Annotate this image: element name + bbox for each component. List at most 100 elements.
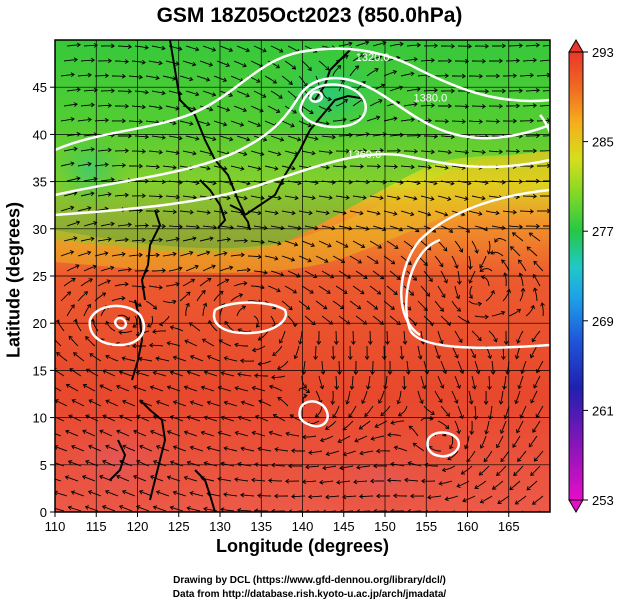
streamline (189, 322, 201, 332)
streamline-arrowhead (277, 195, 282, 201)
streamline (384, 375, 388, 390)
streamline-arrowhead (186, 506, 191, 511)
streamline (148, 105, 163, 109)
streamline-arrowhead (158, 194, 164, 199)
streamline (224, 357, 238, 362)
streamline-arrowhead (234, 430, 239, 436)
streamline-arrowhead (319, 479, 324, 485)
streamline (88, 490, 102, 497)
streamline (202, 303, 207, 317)
streamline-arrowhead (75, 220, 81, 225)
streamline-arrowhead (229, 265, 234, 271)
streamline (167, 342, 181, 347)
streamline-arrowhead (444, 73, 450, 79)
streamline (234, 343, 248, 347)
streamline (508, 225, 523, 228)
credit-line-data: Data from http://database.rish.kyoto-u.a… (172, 589, 447, 600)
x-tick-label: 125 (168, 519, 190, 534)
streamline-arrowhead (70, 116, 75, 122)
streamline-arrowhead (178, 135, 183, 141)
streamline (114, 194, 129, 197)
streamline (457, 405, 463, 419)
streamline-arrowhead (532, 273, 537, 279)
streamline-arrowhead (430, 149, 436, 155)
x-axis-label: Longitude (degrees) (215, 536, 389, 556)
streamline (236, 269, 251, 272)
streamline-arrowhead (396, 148, 402, 154)
streamline-arrowhead (413, 57, 418, 62)
streamline (488, 240, 491, 255)
streamline-arrowhead (456, 384, 461, 390)
streamline (156, 357, 170, 362)
streamline-arrowhead (430, 103, 436, 108)
streamline-arrowhead (428, 277, 433, 283)
streamline-arrowhead (158, 149, 163, 155)
streamline (117, 268, 132, 272)
streamline (496, 435, 504, 448)
streamline (518, 259, 527, 272)
streamline (305, 465, 320, 468)
streamline-arrowhead (535, 42, 541, 48)
streamline (369, 99, 383, 107)
streamline (400, 119, 415, 122)
streamline-arrowhead (121, 118, 127, 124)
streamline-arrowhead (419, 399, 424, 405)
streamline (207, 446, 221, 452)
streamline (332, 300, 344, 310)
streamline (349, 255, 362, 264)
streamline (539, 59, 550, 62)
streamline-arrowhead (546, 163, 550, 169)
streamline-arrowhead (329, 274, 335, 279)
streamline (216, 105, 230, 111)
streamline (497, 495, 510, 504)
streamline (182, 150, 197, 155)
streamline (85, 336, 96, 347)
streamline-arrowhead (481, 149, 486, 155)
streamline-arrowhead (139, 444, 144, 450)
streamline-arrowhead (237, 461, 242, 467)
streamline (55, 369, 65, 377)
streamline-arrowhead (144, 223, 150, 228)
streamline (481, 276, 490, 287)
streamline-arrowhead (262, 137, 268, 142)
x-tick-label: 115 (86, 519, 107, 534)
streamline (437, 420, 449, 429)
streamline-arrowhead (498, 400, 504, 405)
streamline-arrowhead (420, 478, 426, 484)
streamline (150, 475, 164, 482)
streamline (488, 330, 497, 342)
streamline (63, 192, 77, 197)
contour-label: 1380.0 (414, 92, 448, 104)
streamline (162, 253, 177, 257)
streamline-arrowhead (328, 320, 334, 325)
streamline-arrowhead (107, 191, 112, 197)
streamline (136, 460, 150, 467)
streamline (456, 480, 470, 488)
y-tick-label: 0 (40, 505, 47, 520)
streamline-arrowhead (291, 165, 296, 171)
streamline (400, 72, 414, 77)
streamline-arrowhead (439, 384, 445, 389)
streamline (380, 405, 391, 416)
colorbar-top-arrow (568, 39, 584, 53)
streamline (100, 223, 115, 227)
streamline-arrowhead (127, 89, 133, 94)
streamline-arrowhead (271, 375, 276, 380)
streamline (66, 264, 80, 272)
y-tick-label: 25 (33, 269, 47, 284)
streamline (518, 375, 524, 389)
streamline-arrowhead (208, 62, 214, 67)
streamline-arrowhead (189, 76, 194, 82)
streamline (287, 225, 302, 229)
streamline (394, 446, 408, 452)
streamline-arrowhead (290, 448, 296, 454)
streamline (437, 285, 446, 298)
streamline (202, 225, 217, 229)
streamline (284, 195, 299, 199)
streamline-arrowhead (427, 118, 433, 123)
streamline (356, 465, 371, 469)
streamline (162, 165, 177, 169)
streamline-arrowhead (546, 208, 550, 214)
streamline-arrowhead (518, 272, 523, 277)
streamline-arrowhead (540, 302, 545, 307)
